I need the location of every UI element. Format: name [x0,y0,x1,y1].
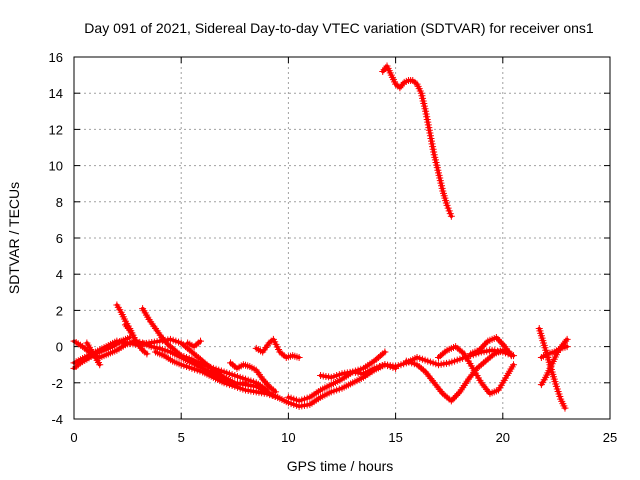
data-point [380,66,388,74]
series-trace-9 [184,337,204,351]
data-point [123,323,131,331]
data-point [451,393,459,401]
data-point [560,339,568,347]
x-tick-label: 0 [70,430,77,445]
series-trace-7 [139,305,271,394]
series-trace-15 [402,346,513,405]
data-point [196,337,204,345]
data-point [96,361,104,369]
data-point [143,350,151,358]
data-point [498,339,506,347]
data-point [499,341,507,349]
data-point [163,339,171,347]
data-point [561,404,569,412]
data-point [562,337,570,345]
data-point [161,337,169,345]
data-point [454,390,462,398]
data-point [507,352,515,360]
data-point [396,84,404,92]
data-point [452,391,460,399]
data-point [494,335,502,343]
y-tick-label: 0 [56,340,63,355]
data-point [272,388,280,396]
data-point [563,335,571,343]
y-tick-label: 14 [49,86,63,101]
data-point [479,343,487,351]
data-point [563,343,571,351]
data-point [158,334,166,342]
data-point [480,341,488,349]
data-point [482,339,490,347]
series-trace-13 [317,361,400,381]
series-trace-18 [535,325,569,412]
data-point [447,212,455,220]
data-point [137,344,145,352]
data-point [496,337,504,345]
y-tick-label: 6 [56,231,63,246]
data-point [477,344,485,352]
x-tick-label: 5 [178,430,185,445]
series-trace-10 [227,359,280,396]
series-trace-4 [83,339,104,369]
series-trace-2 [70,337,250,389]
x-tick-label: 20 [496,430,510,445]
y-tick-label: -4 [51,412,63,427]
data-point [147,343,155,351]
chart-title: Day 091 of 2021, Sidereal Day-to-day VTE… [84,20,594,36]
data-point [399,80,407,88]
data-point [475,346,483,354]
data-point [160,335,168,343]
y-tick-label: 16 [49,50,63,65]
x-tick-label: 10 [281,430,295,445]
data-point [295,353,303,361]
plot-frame [73,56,611,420]
data-point [130,334,138,342]
data-point [259,375,267,383]
series-trace-16 [434,343,518,398]
x-tick-label: 15 [388,430,402,445]
y-tick-label: -2 [51,376,63,391]
y-tick-label: 10 [49,159,63,174]
data-point [153,344,161,352]
data-point [260,377,268,385]
y-tick-label: 2 [56,303,63,318]
data-point [492,334,500,342]
series-trace-14 [379,62,455,220]
data-series [70,62,571,412]
y-tick-label: 4 [56,267,63,282]
data-point [134,341,142,349]
data-point [262,379,270,387]
series-trace-8 [151,348,282,401]
series-track [228,361,278,394]
data-point [274,393,282,401]
data-point [447,397,455,405]
y-axis-label: SDTVAR / TECUs [6,182,22,294]
data-point [510,361,518,369]
data-point [136,343,144,351]
series-trace-3 [70,334,134,372]
data-point [379,67,387,75]
series-trace-11 [252,335,303,361]
series-trace-17 [467,334,515,360]
data-point [263,381,271,389]
y-tick-label: 8 [56,195,63,210]
data-point [150,343,158,351]
series-trace-6 [121,321,138,342]
data-point [397,82,405,90]
series-trace-20 [537,343,571,361]
y-tick-label: 12 [49,122,63,137]
grid-lines [74,57,610,419]
x-axis-label: GPS time / hours [287,458,394,474]
data-point [449,395,457,403]
x-tick-label: 25 [603,430,617,445]
data-point [124,325,132,332]
data-point [381,348,389,356]
data-point [121,321,129,329]
data-point [392,364,400,372]
